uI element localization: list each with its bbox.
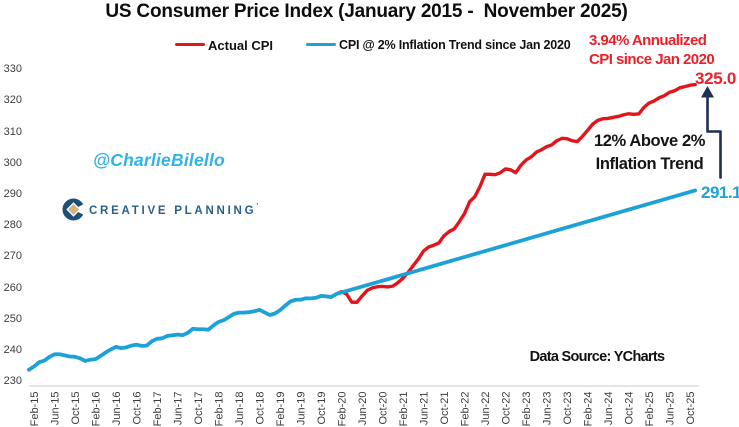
svg-text:Jun-23: Jun-23 [542,392,554,426]
svg-text:Jun-24: Jun-24 [603,392,615,426]
svg-text:Feb-18: Feb-18 [214,392,226,427]
svg-text:Jun-19: Jun-19 [296,392,308,426]
svg-text:Oct-24: Oct-24 [624,392,636,425]
svg-text:Feb-19: Feb-19 [275,392,287,427]
svg-text:Jun-20: Jun-20 [357,392,369,426]
svg-text:Feb-22: Feb-22 [460,392,472,427]
svg-text:Jun-25: Jun-25 [665,392,677,426]
svg-text:Oct-21: Oct-21 [439,392,451,425]
svg-text:Oct-17: Oct-17 [193,392,205,425]
svg-text:Jun-15: Jun-15 [50,392,62,426]
svg-text:Jun-18: Jun-18 [234,392,246,426]
svg-text:Oct-22: Oct-22 [501,391,513,424]
svg-text:Jun-21: Jun-21 [419,392,431,426]
svg-text:Jun-16: Jun-16 [111,392,123,426]
svg-text:Oct-25: Oct-25 [685,392,697,425]
svg-text:Jun-22: Jun-22 [480,391,492,425]
svg-text:Feb-15: Feb-15 [29,392,41,427]
svg-text:Feb-24: Feb-24 [583,392,595,427]
svg-text:Feb-25: Feb-25 [644,392,656,427]
svg-text:Oct-15: Oct-15 [70,392,82,425]
svg-text:Feb-21: Feb-21 [398,392,410,427]
svg-text:Jun-17: Jun-17 [173,392,185,426]
svg-text:Oct-16: Oct-16 [132,392,144,425]
svg-text:Oct-18: Oct-18 [255,392,267,425]
svg-text:Oct-23: Oct-23 [562,392,574,425]
svg-text:Oct-20: Oct-20 [378,392,390,425]
svg-text:Feb-23: Feb-23 [521,392,533,427]
svg-text:Feb-17: Feb-17 [152,392,164,427]
svg-text:Feb-16: Feb-16 [91,392,103,427]
svg-text:Feb-20: Feb-20 [337,392,349,427]
svg-text:Oct-19: Oct-19 [316,392,328,425]
